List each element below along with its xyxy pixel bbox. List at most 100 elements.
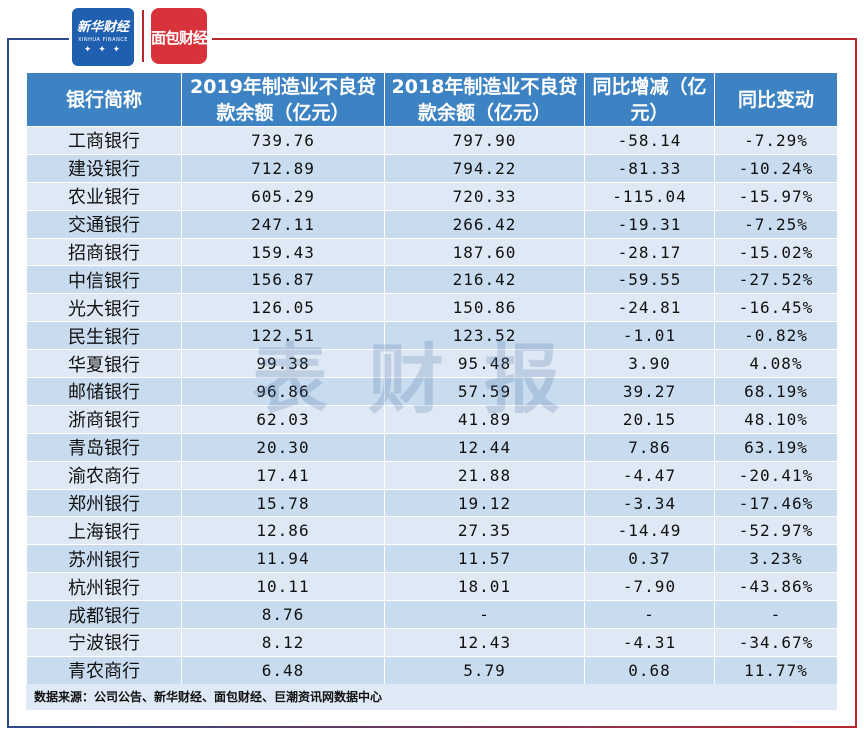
npl-2019-cell: 96.86 bbox=[181, 377, 385, 406]
yoy-pct-cell: -16.45% bbox=[714, 293, 838, 323]
bank-name-cell: 农业银行 bbox=[26, 181, 182, 211]
npl-2019-cell: 10.11 bbox=[181, 572, 385, 602]
npl-2018-cell: 794.22 bbox=[384, 153, 585, 183]
npl-2018-cell: 150.86 bbox=[384, 293, 585, 323]
yoy-change-cell: -115.04 bbox=[584, 181, 715, 211]
yoy-pct-cell: -15.97% bbox=[714, 181, 838, 211]
yoy-pct-cell: 4.08% bbox=[714, 349, 838, 379]
npl-2019-cell: 8.12 bbox=[181, 628, 385, 657]
table-row: 渝农商行 17.41 21.88 -4.47 -20.41% bbox=[26, 460, 838, 490]
yoy-change-cell: -14.49 bbox=[584, 516, 715, 546]
header-yoy-change: 同比增减（亿元） bbox=[584, 72, 715, 127]
table-row: 光大银行 126.05 150.86 -24.81 -16.45% bbox=[26, 293, 838, 323]
yoy-pct-cell: 11.77% bbox=[714, 655, 838, 685]
npl-2018-cell: 41.89 bbox=[384, 404, 585, 434]
yoy-change-cell: -24.81 bbox=[584, 293, 715, 323]
yoy-pct-cell: -52.97% bbox=[714, 516, 838, 546]
bank-name-cell: 邮储银行 bbox=[26, 377, 182, 406]
bank-name-cell: 工商银行 bbox=[26, 126, 182, 155]
table-row: 交通银行 247.11 266.42 -19.31 -7.25% bbox=[26, 209, 838, 239]
bank-name-cell: 成都银行 bbox=[26, 600, 182, 630]
table-row: 郑州银行 15.78 19.12 -3.34 -17.46% bbox=[26, 488, 838, 518]
bank-name-cell: 中信银行 bbox=[26, 265, 182, 295]
yoy-pct-cell: -17.46% bbox=[714, 488, 838, 518]
table-row: 工商银行 739.76 797.90 -58.14 -7.29% bbox=[26, 126, 838, 155]
yoy-pct-cell: 3.23% bbox=[714, 544, 838, 574]
bank-name-cell: 渝农商行 bbox=[26, 460, 182, 490]
npl-2019-cell: 99.38 bbox=[181, 349, 385, 379]
table-header-row: 银行简称 2019年制造业不良贷款余额（亿元） 2018年制造业不良贷款余额（亿… bbox=[26, 72, 838, 127]
yoy-pct-cell: 63.19% bbox=[714, 432, 838, 462]
yoy-pct-cell: -27.52% bbox=[714, 265, 838, 295]
yoy-change-cell: -4.31 bbox=[584, 628, 715, 657]
table-row: 浙商银行 62.03 41.89 20.15 48.10% bbox=[26, 404, 838, 434]
table-row: 上海银行 12.86 27.35 -14.49 -52.97% bbox=[26, 516, 838, 546]
bank-name-cell: 光大银行 bbox=[26, 293, 182, 323]
yoy-pct-cell: 68.19% bbox=[714, 377, 838, 406]
npl-2019-cell: 62.03 bbox=[181, 404, 385, 434]
npl-2018-cell: - bbox=[384, 600, 585, 630]
npl-2018-cell: 57.59 bbox=[384, 377, 585, 406]
npl-2019-cell: 122.51 bbox=[181, 321, 385, 351]
yoy-change-cell: -4.47 bbox=[584, 460, 715, 490]
yoy-change-cell: 20.15 bbox=[584, 404, 715, 434]
table-row: 青农商行 6.48 5.79 0.68 11.77% bbox=[26, 655, 838, 685]
frame-bottom-line bbox=[7, 726, 857, 728]
npl-2019-cell: 126.05 bbox=[181, 293, 385, 323]
table-row: 中信银行 156.87 216.42 -59.55 -27.52% bbox=[26, 265, 838, 295]
header-2018-npl: 2018年制造业不良贷款余额（亿元） bbox=[384, 72, 585, 127]
bank-name-cell: 苏州银行 bbox=[26, 544, 182, 574]
bank-name-cell: 建设银行 bbox=[26, 153, 182, 183]
npl-2018-cell: 123.52 bbox=[384, 321, 585, 351]
bank-name-cell: 华夏银行 bbox=[26, 349, 182, 379]
header-bank-name: 银行简称 bbox=[26, 72, 182, 127]
frame-top-left-line bbox=[7, 38, 69, 40]
yoy-change-cell: - bbox=[584, 600, 715, 630]
yoy-pct-cell: -7.29% bbox=[714, 126, 838, 155]
npl-table: 银行简称 2019年制造业不良贷款余额（亿元） 2018年制造业不良贷款余额（亿… bbox=[26, 72, 838, 685]
stars-icon: ✦ ✦ ✦ bbox=[83, 45, 123, 55]
bank-name-cell: 青农商行 bbox=[26, 655, 182, 685]
yoy-pct-cell: -43.86% bbox=[714, 572, 838, 602]
yoy-pct-cell: -7.25% bbox=[714, 209, 838, 239]
npl-2019-cell: 247.11 bbox=[181, 209, 385, 239]
npl-2019-cell: 20.30 bbox=[181, 432, 385, 462]
yoy-pct-cell: -34.67% bbox=[714, 628, 838, 657]
xinhua-finance-logo: 新华财经 XINHUA FINANCE ✦ ✦ ✦ bbox=[72, 8, 134, 66]
npl-2018-cell: 21.88 bbox=[384, 460, 585, 490]
npl-2019-cell: 8.76 bbox=[181, 600, 385, 630]
npl-2019-cell: 739.76 bbox=[181, 126, 385, 155]
yoy-change-cell: -28.17 bbox=[584, 237, 715, 267]
bank-name-cell: 招商银行 bbox=[26, 237, 182, 267]
npl-2019-cell: 15.78 bbox=[181, 488, 385, 518]
table-row: 招商银行 159.43 187.60 -28.17 -15.02% bbox=[26, 237, 838, 267]
npl-2019-cell: 11.94 bbox=[181, 544, 385, 574]
data-source-note: 数据来源：公司公告、新华财经、面包财经、巨潮资讯网数据中心 bbox=[26, 684, 837, 710]
yoy-change-cell: -3.34 bbox=[584, 488, 715, 518]
bank-name-cell: 杭州银行 bbox=[26, 572, 182, 602]
yoy-pct-cell: -15.02% bbox=[714, 237, 838, 267]
frame-left-line bbox=[7, 38, 9, 726]
table-row: 建设银行 712.89 794.22 -81.33 -10.24% bbox=[26, 153, 838, 183]
yoy-pct-cell: -0.82% bbox=[714, 321, 838, 351]
yoy-change-cell: -1.01 bbox=[584, 321, 715, 351]
npl-2019-cell: 156.87 bbox=[181, 265, 385, 295]
yoy-change-cell: -59.55 bbox=[584, 265, 715, 295]
npl-2018-cell: 266.42 bbox=[384, 209, 585, 239]
npl-2019-cell: 17.41 bbox=[181, 460, 385, 490]
mianbao-logo-title: 面包财经 bbox=[151, 29, 208, 47]
frame-top-right-line bbox=[212, 38, 857, 40]
npl-2018-cell: 720.33 bbox=[384, 181, 585, 211]
npl-2018-cell: 187.60 bbox=[384, 237, 585, 267]
yoy-pct-cell: 48.10% bbox=[714, 404, 838, 434]
yoy-change-cell: 0.37 bbox=[584, 544, 715, 574]
npl-2018-cell: 12.44 bbox=[384, 432, 585, 462]
npl-2019-cell: 6.48 bbox=[181, 655, 385, 685]
yoy-change-cell: 3.90 bbox=[584, 349, 715, 379]
bank-name-cell: 郑州银行 bbox=[26, 488, 182, 518]
yoy-change-cell: 7.86 bbox=[584, 432, 715, 462]
header-2019-npl: 2019年制造业不良贷款余额（亿元） bbox=[181, 72, 385, 127]
npl-2018-cell: 216.42 bbox=[384, 265, 585, 295]
bank-name-cell: 青岛银行 bbox=[26, 432, 182, 462]
table-row: 邮储银行 96.86 57.59 39.27 68.19% bbox=[26, 377, 838, 406]
